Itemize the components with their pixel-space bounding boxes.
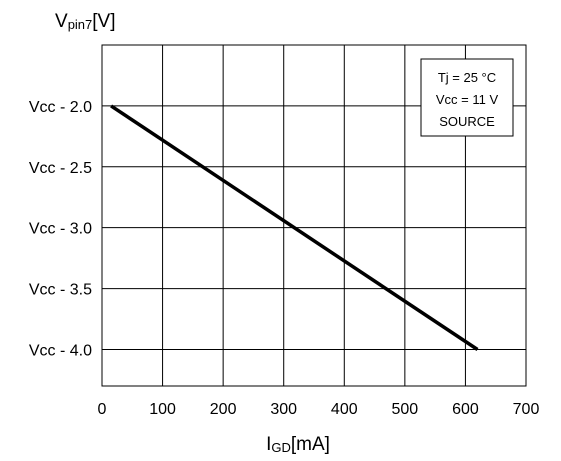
y-axis-label: Vpin7[V] (55, 11, 116, 32)
annotation-line: Vcc = 11 V (436, 92, 499, 107)
y-axis-label-unit: [V] (92, 11, 115, 32)
x-axis-label-main: I (266, 434, 271, 455)
x-tick-label: 400 (331, 401, 358, 418)
y-tick-label: Vcc - 3.5 (29, 282, 92, 299)
y-tick-label: Vcc - 2.0 (29, 99, 92, 116)
x-tick-label: 700 (513, 401, 540, 418)
y-tick-label: Vcc - 4.0 (29, 342, 92, 359)
annotation-line: Tj = 25 °C (438, 70, 496, 85)
y-tick-label: Vcc - 3.0 (29, 221, 92, 238)
series-line (110, 104, 479, 351)
y-axis-label-main: V (55, 11, 68, 32)
x-tick-label: 100 (149, 401, 176, 418)
annotation-box: Tj = 25 °C Vcc = 11 V SOURCE (420, 58, 514, 137)
x-axis-label: IGD[mA] (266, 434, 330, 455)
plot-frame (101, 44, 527, 387)
x-axis-label-unit: [mA] (291, 434, 330, 455)
x-tick-label: 500 (392, 401, 419, 418)
y-axis-label-sub: pin7 (68, 17, 93, 32)
series-layer (110, 104, 479, 351)
x-tick-label: 0 (98, 401, 107, 418)
y-tick-label: Vcc - 2.5 (29, 160, 92, 177)
y-tick-labels: Vcc - 2.0 Vcc - 2.5 Vcc - 3.0 Vcc - 3.5 Vcc … (29, 99, 92, 360)
annotation-frame (420, 58, 514, 137)
x-tick-labels: 0 100 200 300 400 500 600 700 (98, 401, 540, 418)
x-tick-label: 200 (210, 401, 237, 418)
x-tick-label: 600 (452, 401, 479, 418)
x-axis-label-sub: GD (271, 440, 291, 455)
annotation-line: SOURCE (439, 114, 495, 129)
x-tick-label: 300 (270, 401, 297, 418)
